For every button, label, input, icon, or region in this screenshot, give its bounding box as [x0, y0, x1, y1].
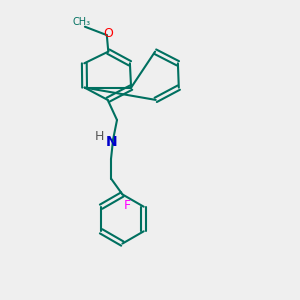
Text: N: N	[106, 136, 117, 149]
Text: O: O	[103, 27, 113, 40]
Text: F: F	[124, 199, 131, 212]
Text: CH₃: CH₃	[73, 17, 91, 27]
Text: H: H	[95, 130, 104, 143]
